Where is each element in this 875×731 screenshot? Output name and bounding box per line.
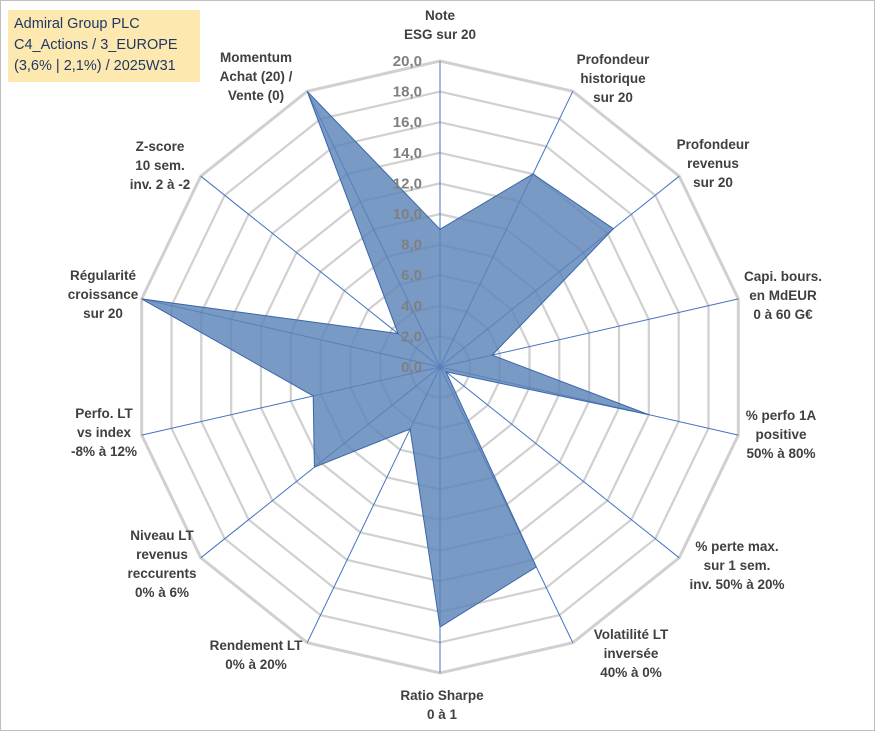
axis-label-0-line-0: Note bbox=[425, 8, 455, 23]
tick-label-5: 10,0 bbox=[393, 206, 422, 223]
axis-label-13-line-1: Achat (20) / bbox=[220, 69, 293, 84]
tick-label-6: 12,0 bbox=[393, 175, 422, 192]
axis-label-3-line-0: Capi. bours. bbox=[744, 269, 822, 284]
tick-label-1: 2,0 bbox=[401, 328, 422, 345]
axis-label-2-line-0: Profondeur bbox=[677, 137, 750, 152]
axis-label-1-line-1: historique bbox=[580, 71, 646, 86]
axis-label-6-line-0: Volatilité LT bbox=[594, 627, 669, 642]
axis-label-2-line-1: revenus bbox=[687, 156, 739, 171]
axis-label-5-line-0: % perte max. bbox=[695, 539, 778, 554]
axis-label-10-line-0: Perfo. LT bbox=[75, 406, 133, 421]
axis-label-0-line-1: ESG sur 20 bbox=[404, 27, 476, 42]
axis-label-11-line-2: sur 20 bbox=[83, 306, 123, 321]
tick-label-8: 16,0 bbox=[393, 114, 422, 131]
series-area bbox=[141, 90, 649, 628]
axis-label-8-line-1: 0% à 20% bbox=[225, 657, 287, 672]
axis-label-9-line-2: reccurents bbox=[127, 566, 196, 581]
axis-label-11-line-0: Régularité bbox=[70, 268, 137, 283]
axis-label-10-line-1: vs index bbox=[77, 425, 132, 440]
axis-label-5-line-2: inv. 50% à 20% bbox=[689, 577, 784, 592]
chart-title-box: Admiral Group PLC C4_Actions / 3_EUROPE … bbox=[8, 10, 200, 82]
axis-label-1-line-0: Profondeur bbox=[577, 52, 650, 67]
radar-series bbox=[141, 90, 649, 628]
axis-label-5-line-1: sur 1 sem. bbox=[704, 558, 771, 573]
tick-label-9: 18,0 bbox=[393, 84, 422, 101]
axis-label-6-line-2: 40% à 0% bbox=[600, 665, 662, 680]
axis-label-4-line-0: % perfo 1A bbox=[746, 408, 817, 423]
axis-label-9-line-3: 0% à 6% bbox=[135, 585, 189, 600]
axis-label-11-line-1: croissance bbox=[68, 287, 139, 302]
axis-labels: Note ESG sur 20 Profondeur historique sur 20… bbox=[68, 8, 822, 722]
axis-label-10-line-2: -8% à 12% bbox=[71, 444, 137, 459]
axis-label-12-line-2: inv. 2 à -2 bbox=[130, 177, 191, 192]
axis-label-7-line-1: 0 à 1 bbox=[427, 707, 458, 722]
title-line-category: C4_Actions / 3_EUROPE bbox=[14, 37, 178, 53]
spoke-5 bbox=[439, 366, 680, 559]
tick-label-0: 0,0 bbox=[401, 359, 422, 376]
axis-label-4-line-1: positive bbox=[755, 427, 807, 442]
title-line-company: Admiral Group PLC bbox=[14, 16, 140, 32]
tick-label-4: 8,0 bbox=[401, 237, 422, 254]
tick-label-7: 14,0 bbox=[393, 145, 422, 162]
axis-label-12-line-1: 10 sem. bbox=[135, 158, 185, 173]
axis-label-8-line-0: Rendement LT bbox=[210, 638, 304, 653]
axis-label-7-line-0: Ratio Sharpe bbox=[400, 688, 484, 703]
axis-label-3-line-2: 0 à 60 G€ bbox=[753, 307, 813, 322]
title-line-period: (3,6% | 2,1%) / 2025W31 bbox=[14, 58, 176, 74]
axis-label-9-line-0: Niveau LT bbox=[130, 528, 194, 543]
axis-label-13-line-0: Momentum bbox=[220, 50, 292, 65]
axis-label-13-line-2: Vente (0) bbox=[228, 88, 284, 103]
axis-label-4-line-2: 50% à 80% bbox=[746, 446, 815, 461]
axis-label-3-line-1: en MdEUR bbox=[749, 288, 817, 303]
axis-label-9-line-1: revenus bbox=[136, 547, 188, 562]
axis-label-12-line-0: Z-score bbox=[136, 139, 185, 154]
radial-tick-labels: 0,0 2,0 4,0 6,0 8,0 10,0 12,0 14,0 16,0 18,0 20,0 bbox=[393, 53, 422, 376]
axis-label-6-line-1: inversée bbox=[604, 646, 659, 661]
axis-label-2-line-2: sur 20 bbox=[693, 175, 733, 190]
tick-label-3: 6,0 bbox=[401, 267, 422, 284]
tick-label-2: 4,0 bbox=[401, 298, 422, 315]
axis-label-1-line-2: sur 20 bbox=[593, 90, 633, 105]
tick-label-10: 20,0 bbox=[393, 53, 422, 70]
